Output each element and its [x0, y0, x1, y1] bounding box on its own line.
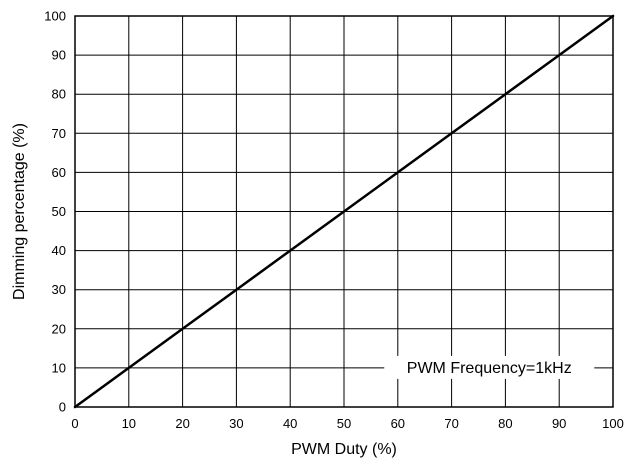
- y-axis-label: Dimming percentage (%): [11, 123, 28, 300]
- series-line: [73, 14, 615, 409]
- y-tick-label: 20: [52, 321, 66, 336]
- x-tick-label: 100: [602, 416, 624, 431]
- pwm-frequency-label: PWM Frequency=1kHz: [407, 360, 572, 377]
- x-tick-label: 70: [444, 416, 458, 431]
- y-tick-label: 80: [52, 87, 66, 102]
- y-tick-label: 50: [52, 204, 66, 219]
- x-tick-label: 30: [229, 416, 243, 431]
- y-tick-label: 30: [52, 282, 66, 297]
- plot-frame: [74, 15, 614, 408]
- x-tick-label: 80: [498, 416, 512, 431]
- plot-border: [74, 15, 614, 408]
- x-tick-label: 90: [552, 416, 566, 431]
- x-tick-label: 20: [175, 416, 189, 431]
- y-tick-label: 60: [52, 165, 66, 180]
- x-tick-label: 60: [391, 416, 405, 431]
- x-axis-label: PWM Duty (%): [291, 441, 397, 458]
- x-tick-label: 40: [283, 416, 297, 431]
- y-tick-label: 70: [52, 126, 66, 141]
- y-tick-label: 40: [52, 243, 66, 258]
- y-tick-label: 10: [52, 360, 66, 375]
- x-tick-label: 0: [71, 416, 78, 431]
- y-tick-label: 90: [52, 48, 66, 63]
- x-tick-label: 50: [337, 416, 351, 431]
- annotation-layer: PWM Frequency=1kHz: [384, 355, 595, 379]
- x-tick-label: 10: [122, 416, 136, 431]
- tick-layer: 0 10 20 30 40 50 60 70 80 90 100 0 10 20 30 40 50 60 70 80 9…: [44, 9, 624, 432]
- series-layer: [73, 14, 615, 409]
- annotation-background: [384, 355, 595, 379]
- y-tick-label: 100: [44, 9, 66, 24]
- y-tick-label: 0: [59, 400, 66, 415]
